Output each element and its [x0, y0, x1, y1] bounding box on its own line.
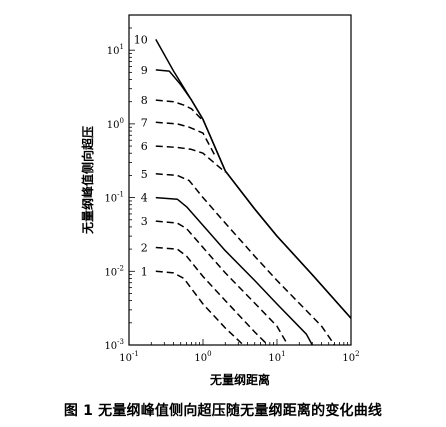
curve-label-8: 8 [141, 94, 148, 107]
x-tick-label: 101 [268, 350, 285, 364]
curve-4 [155, 196, 313, 345]
curve-label-6: 6 [141, 140, 148, 153]
curve-8 [155, 99, 204, 122]
curve-label-3: 3 [141, 215, 148, 228]
y-tick-label: 10-2 [104, 264, 124, 278]
curve-label-5: 5 [141, 168, 148, 181]
y-tick-label: 10-1 [104, 191, 124, 205]
curve-label-10: 10 [134, 33, 148, 46]
axis-tick-labels: 10-1 100 101 102 10-3 10-2 10-1 100 101 [104, 43, 359, 364]
y-axis-title: 无量纲峰值侧向超压 [80, 126, 95, 235]
curve-3 [155, 220, 289, 345]
curve-2 [155, 246, 269, 345]
curve-1 [155, 270, 244, 345]
curve-label-1: 1 [141, 265, 148, 278]
curve-9 [155, 69, 351, 319]
curve-label-9: 9 [141, 64, 148, 77]
curve-label-2: 2 [141, 242, 148, 255]
x-tick-label: 100 [194, 350, 211, 364]
curve-labels: 10 9 8 7 6 5 4 3 2 1 [134, 33, 148, 278]
curve-10 [155, 39, 351, 319]
curves [155, 39, 351, 345]
y-tick-label: 100 [107, 117, 124, 131]
figure-caption: 图 1 无量纲峰值侧向超压随无量纲距离的变化曲线 [63, 403, 383, 419]
curve-5 [155, 173, 336, 345]
x-tick-label: 10-1 [119, 350, 139, 364]
curve-6 [155, 145, 226, 173]
y-tick-label: 101 [107, 43, 124, 57]
plot-frame [128, 14, 352, 346]
x-tick-label: 102 [342, 350, 359, 364]
axis-ticks [128, 14, 349, 346]
y-tick-label: 10-3 [104, 338, 124, 352]
curve-7 [155, 121, 217, 158]
curve-label-7: 7 [141, 116, 148, 129]
x-axis-title: 无量纲距离 [209, 372, 270, 387]
curve-label-4: 4 [141, 192, 148, 205]
